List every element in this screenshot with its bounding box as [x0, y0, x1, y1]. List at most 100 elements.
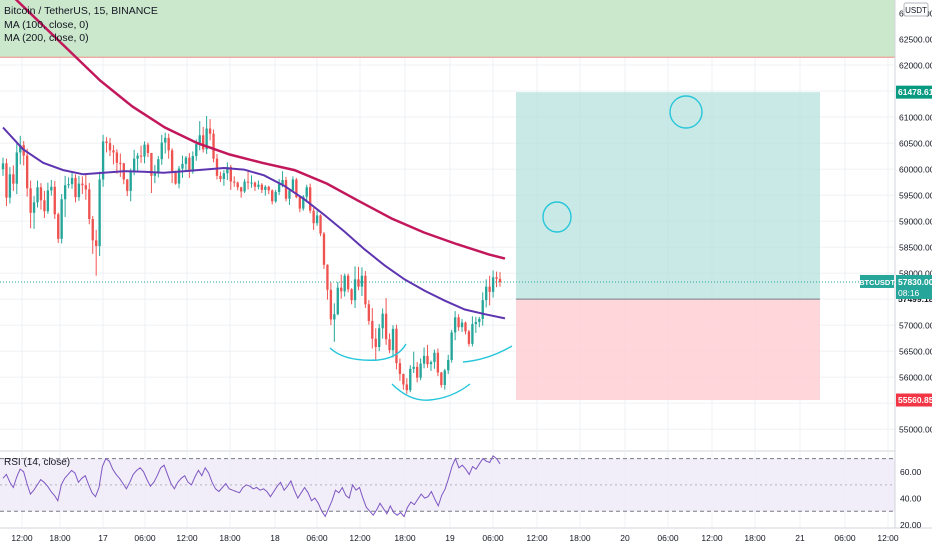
- time-tick-label: 18:00: [744, 533, 766, 543]
- candle-body: [474, 322, 478, 325]
- candle-body: [340, 287, 343, 292]
- price-tick-label: 58500.00: [899, 243, 932, 253]
- drawings[interactable]: [329, 95, 703, 401]
- candle-body: [25, 155, 29, 189]
- candle-body: [498, 278, 502, 282]
- candle-body: [164, 137, 167, 143]
- candle-body: [277, 184, 281, 192]
- time-tick-label: 06:00: [657, 533, 679, 543]
- candle-body: [405, 384, 408, 391]
- price-tick-label: 62500.00: [899, 35, 932, 45]
- candle-body: [105, 141, 108, 144]
- candle-body: [391, 328, 395, 351]
- circle-drawing-top: [669, 95, 703, 129]
- time-tick-label: 12:00: [176, 533, 198, 543]
- candle-body: [260, 184, 264, 190]
- candle-body: [174, 171, 177, 184]
- symbol-title[interactable]: Bitcoin / TetherUS, 15, BINANCE: [4, 5, 158, 17]
- candle-body: [198, 135, 201, 145]
- arc-right-shoulder: [462, 345, 513, 363]
- candle-body: [43, 200, 46, 212]
- candle-body: [15, 152, 18, 184]
- time-tick-label: 20: [620, 533, 630, 543]
- candle-body: [77, 183, 81, 198]
- candle-body: [350, 289, 353, 301]
- candle-body: [208, 128, 212, 134]
- symbol-tag-bg: [860, 274, 894, 288]
- candle-body: [343, 275, 346, 292]
- candle-body: [353, 279, 357, 301]
- candle-body: [274, 191, 277, 202]
- candle-body: [371, 320, 374, 339]
- candle-body: [70, 177, 74, 185]
- candle-body: [12, 174, 15, 184]
- candle-body: [402, 374, 405, 385]
- candle-body: [150, 152, 153, 176]
- current-price-bg: [896, 274, 932, 299]
- take-profit-label: 61478.61: [898, 87, 932, 97]
- candle-body: [19, 145, 22, 153]
- candle-body: [464, 322, 467, 332]
- time-tick-label: 12:00: [349, 533, 371, 543]
- candle-body: [91, 219, 94, 241]
- candle-body: [36, 187, 39, 203]
- candle-body: [433, 352, 436, 363]
- candle-body: [412, 366, 415, 369]
- candle-body: [167, 137, 170, 151]
- candle-body: [333, 314, 336, 320]
- candle-body: [219, 175, 222, 179]
- candle-body: [481, 300, 484, 319]
- candle-body: [60, 199, 63, 239]
- candle-body: [495, 277, 498, 279]
- candle-body: [291, 179, 295, 191]
- candle-body: [457, 317, 460, 328]
- candle-body: [239, 187, 243, 192]
- candle-body: [101, 141, 105, 180]
- candle-body: [222, 173, 226, 179]
- candle-body: [170, 150, 174, 172]
- price-tick-label: 57000.00: [899, 321, 932, 331]
- candle-body: [357, 279, 360, 287]
- candle-body: [253, 182, 257, 187]
- candle-body: [267, 186, 270, 191]
- ma200-legend[interactable]: MA (200, close, 0): [4, 32, 89, 44]
- current-price-label: 57830.00: [898, 277, 932, 287]
- candle-body: [312, 210, 315, 224]
- candle-body: [281, 180, 284, 185]
- candles: [1, 116, 502, 394]
- candle-body: [360, 275, 364, 287]
- candle-body: [295, 179, 298, 198]
- candle-body: [39, 187, 43, 201]
- time-tick-label: 18:00: [394, 533, 416, 543]
- candle-body: [322, 233, 326, 265]
- time-tick-label: 12:00: [526, 533, 548, 543]
- price-tick-label: 59500.00: [899, 191, 932, 201]
- candle-body: [132, 158, 136, 173]
- time-tick-label: 06:00: [306, 533, 328, 543]
- candle-body: [84, 185, 88, 190]
- time-tick-label: 18:00: [219, 533, 241, 543]
- circle-drawing-mid: [542, 201, 572, 233]
- ma200-line: [14, 0, 506, 260]
- rsi-tick-label: 60.00: [900, 467, 922, 477]
- candle-body: [143, 144, 146, 157]
- candle-body: [8, 174, 12, 198]
- candle-body: [108, 143, 112, 151]
- candle-body: [226, 166, 229, 174]
- candle-body: [374, 338, 377, 347]
- rsi-axis: 60.00 40.00 20.00: [900, 467, 922, 530]
- entry-label: 57499.18: [898, 294, 932, 304]
- time-axis[interactable]: 12:00 18:00 17 06:00 12:00 18:00 18 06:00 12:00 1…: [0, 527, 932, 550]
- ma100-legend[interactable]: MA (100, close, 0): [4, 18, 89, 31]
- price-axis[interactable]: 63000.0062500.0062000.0061500.0061000.00…: [894, 0, 932, 528]
- time-tick-label: 06:00: [482, 533, 504, 543]
- price-tick-label: 61000.00: [899, 113, 932, 123]
- profit-zone: [516, 92, 820, 300]
- time-tick-label: 17: [98, 533, 108, 543]
- candle-body: [32, 202, 36, 213]
- rsi-line: [2, 455, 501, 518]
- candle-body: [177, 168, 181, 184]
- candle-body: [188, 157, 191, 172]
- candle-body: [205, 128, 208, 150]
